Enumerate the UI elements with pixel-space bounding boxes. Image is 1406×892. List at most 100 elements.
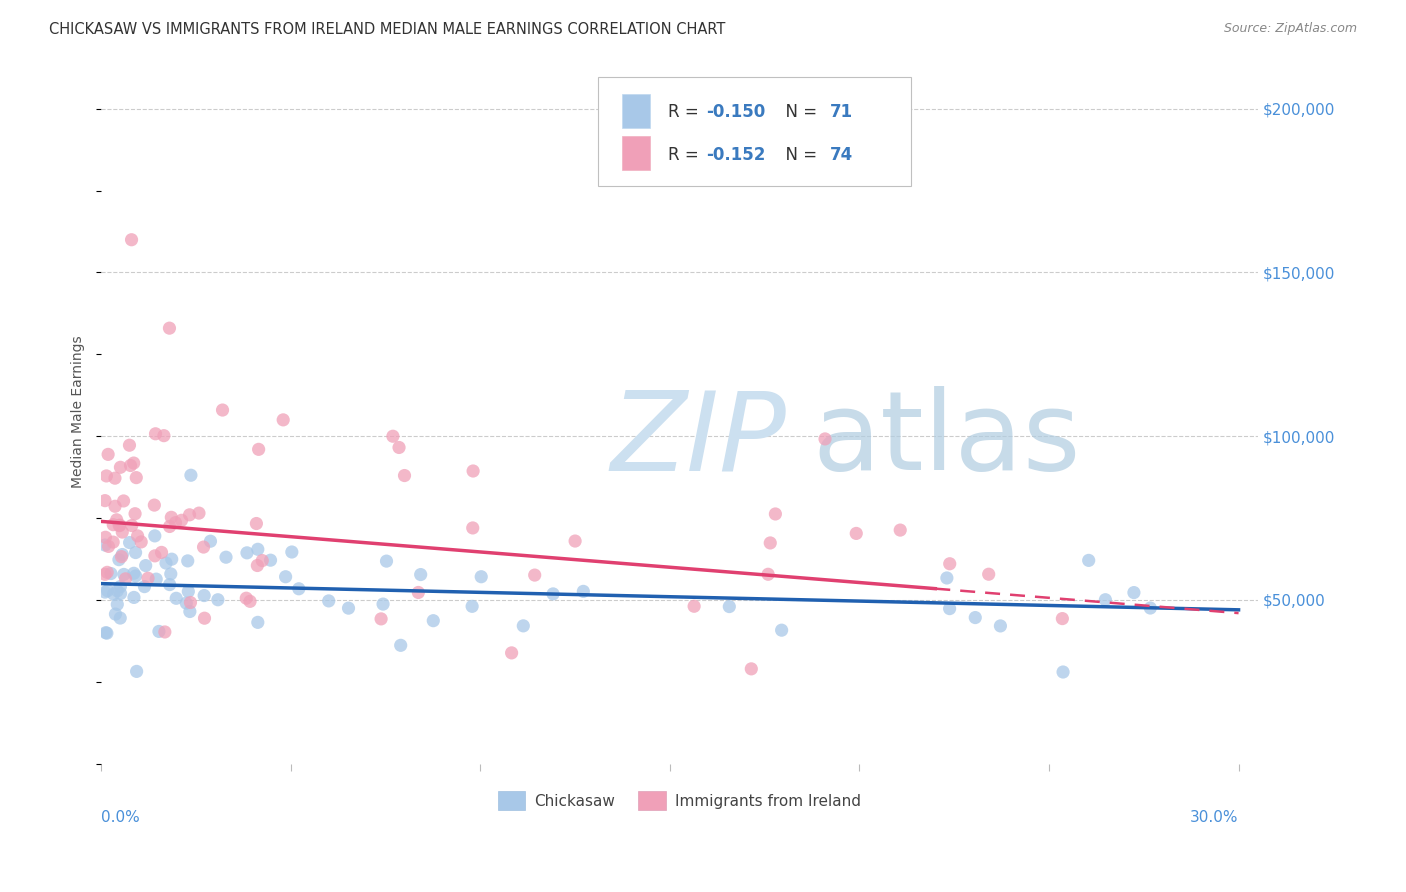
Point: [165, 591, 187, 606]
Point: [211, 403, 233, 417]
Point: [965, 610, 987, 624]
Point: [101, 535, 124, 549]
Point: [96, 626, 118, 640]
Point: [381, 429, 404, 443]
Legend: Chickasaw, Immigrants from Ireland: Chickasaw, Immigrants from Ireland: [492, 785, 868, 816]
Point: [134, 580, 156, 594]
Point: [1077, 553, 1099, 567]
Point: [110, 611, 132, 625]
Point: [135, 558, 157, 573]
Point: [938, 557, 960, 571]
FancyBboxPatch shape: [599, 78, 911, 186]
Point: [150, 545, 173, 559]
Point: [394, 468, 416, 483]
Point: [239, 594, 262, 608]
Point: [252, 553, 274, 567]
Point: [125, 665, 148, 679]
Point: [200, 534, 222, 549]
Point: [122, 591, 145, 605]
Point: [110, 549, 132, 564]
Point: [370, 612, 392, 626]
Point: [179, 508, 201, 522]
Point: [97, 583, 120, 598]
Point: [125, 470, 148, 484]
Point: [105, 583, 128, 598]
Point: [470, 570, 492, 584]
Point: [718, 599, 741, 614]
Point: [371, 597, 394, 611]
Point: [845, 526, 868, 541]
Point: [114, 572, 136, 586]
Point: [174, 596, 197, 610]
Point: [188, 506, 211, 520]
Point: [1052, 665, 1074, 679]
Point: [124, 545, 146, 559]
Point: [159, 577, 181, 591]
Point: [977, 567, 1000, 582]
Point: [541, 587, 564, 601]
Point: [246, 615, 269, 630]
Point: [1094, 592, 1116, 607]
Point: [110, 586, 132, 600]
Point: [389, 638, 412, 652]
Text: 30.0%: 30.0%: [1189, 810, 1239, 824]
Point: [318, 594, 340, 608]
Text: N =: N =: [775, 103, 823, 121]
Point: [259, 553, 281, 567]
Point: [94, 585, 117, 599]
Point: [104, 607, 127, 621]
Point: [159, 566, 181, 581]
Point: [153, 624, 176, 639]
Point: [409, 567, 432, 582]
Point: [103, 517, 125, 532]
Point: [160, 552, 183, 566]
Point: [94, 493, 117, 508]
Point: [193, 611, 215, 625]
Text: 71: 71: [830, 103, 853, 121]
Y-axis label: Median Male Earnings: Median Male Earnings: [72, 335, 86, 488]
Point: [683, 599, 706, 614]
Point: [108, 552, 131, 566]
Point: [127, 529, 149, 543]
Point: [118, 535, 141, 549]
Point: [288, 582, 311, 596]
Point: [148, 624, 170, 639]
Point: [122, 566, 145, 581]
Point: [145, 572, 167, 586]
Point: [375, 554, 398, 568]
Point: [759, 536, 782, 550]
Point: [246, 558, 269, 573]
Point: [814, 432, 837, 446]
Point: [935, 571, 957, 585]
Point: [170, 513, 193, 527]
Point: [121, 518, 143, 533]
Text: atlas: atlas: [813, 386, 1081, 493]
Point: [235, 591, 257, 606]
Point: [112, 494, 135, 508]
Point: [105, 513, 128, 527]
Point: [247, 442, 270, 457]
Point: [105, 598, 128, 612]
Point: [143, 549, 166, 563]
Point: [388, 441, 411, 455]
Point: [111, 548, 134, 562]
Point: [564, 534, 586, 549]
Point: [177, 554, 200, 568]
Point: [889, 523, 911, 537]
Point: [124, 507, 146, 521]
Point: [938, 601, 960, 615]
Point: [246, 542, 269, 557]
Point: [110, 460, 132, 475]
Point: [461, 521, 484, 535]
Point: [271, 413, 294, 427]
Text: 74: 74: [830, 145, 853, 163]
Point: [763, 507, 786, 521]
Point: [160, 510, 183, 524]
Point: [159, 321, 181, 335]
Point: [118, 438, 141, 452]
Point: [124, 569, 146, 583]
Point: [501, 646, 523, 660]
Point: [245, 516, 267, 531]
Text: -0.150: -0.150: [706, 103, 765, 121]
Point: [770, 623, 793, 637]
